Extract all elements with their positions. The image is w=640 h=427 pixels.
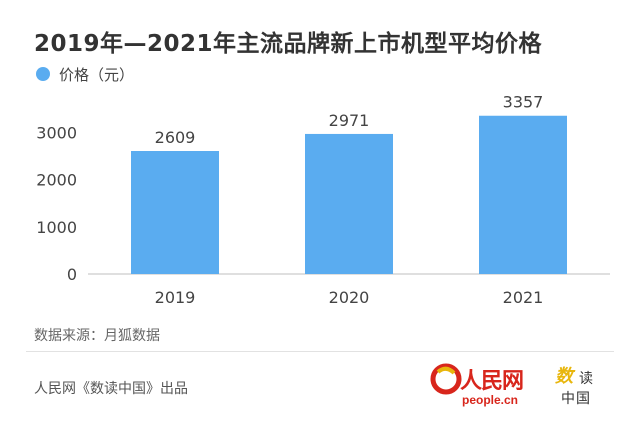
people-cn-logo: 人民网 people.cn	[430, 361, 542, 413]
data-label-2020: 2971	[329, 111, 370, 130]
people-logo-text: 人民网	[460, 368, 524, 394]
data-source: 数据来源：月狐数据	[34, 328, 160, 344]
y-tick-label: 0	[67, 265, 77, 284]
footer-divider	[26, 351, 614, 352]
x-axis-ticks: 2019 2020 2021	[155, 288, 544, 307]
chart-title: 2019年—2021年主流品牌新上市机型平均价格	[34, 31, 543, 57]
shudu-logo-line2: 中国	[561, 391, 591, 407]
y-tick-label: 1000	[36, 218, 77, 237]
legend: 价格（元）	[36, 64, 134, 84]
y-tick-label: 3000	[36, 124, 77, 143]
data-labels: 2609 2971 3357	[155, 93, 544, 147]
people-logo-url: people.cn	[462, 393, 519, 407]
y-axis-ticks: 0 1000 2000 3000	[36, 124, 77, 284]
people-swirl-icon	[430, 363, 462, 395]
credit-line: 人民网《数读中国》出品	[34, 381, 188, 397]
data-label-2021: 3357	[503, 93, 544, 112]
bars	[131, 115, 567, 275]
x-tick-label-2020: 2020	[329, 288, 370, 307]
shudu-logo-char2: 读	[579, 371, 593, 387]
data-label-2019: 2609	[155, 128, 196, 147]
bar-2020	[305, 133, 393, 274]
shudu-zhongguo-logo: 数 读 中国	[553, 362, 613, 414]
y-tick-label: 2000	[36, 171, 77, 190]
x-tick-label-2021: 2021	[503, 288, 544, 307]
bar-2019	[131, 151, 219, 274]
legend-label: 价格（元）	[59, 65, 135, 84]
legend-swatch	[36, 67, 50, 81]
x-tick-label-2019: 2019	[155, 288, 196, 307]
shudu-logo-char1: 数	[555, 366, 573, 387]
bar-chart: 0 1000 2000 3000 2609 2971 3357 2019 2020 2021	[36, 93, 610, 307]
bar-2021	[479, 115, 567, 275]
